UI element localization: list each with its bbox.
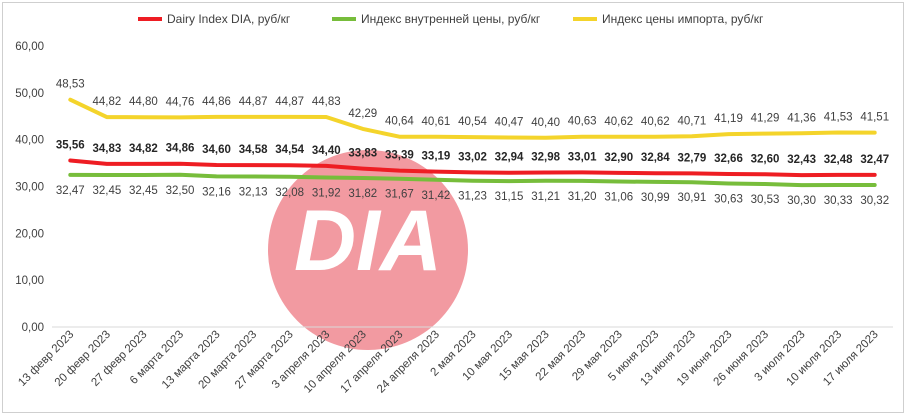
data-label-domestic: 31,21 (531, 191, 560, 203)
data-label-import: 40,63 (568, 116, 597, 128)
data-label-domestic: 31,42 (422, 190, 451, 202)
legend: Dairy Index DIA, руб/кг Индекс внутренне… (138, 12, 764, 26)
legend-label-domestic: Индекс внутренней цены, руб/кг (361, 12, 541, 26)
series-line-import (68, 97, 877, 140)
data-label-dairy: 34,83 (92, 143, 121, 155)
data-label-dairy: 32,66 (714, 153, 743, 165)
data-label-dairy: 34,60 (202, 144, 231, 156)
watermark-text: DIA (294, 193, 442, 289)
data-label-import: 40,40 (531, 117, 560, 129)
y-tick-label: 30,00 (15, 182, 44, 194)
legend-label-dairy: Dairy Index DIA, руб/кг (167, 12, 291, 26)
data-label-import: 41,19 (714, 113, 743, 125)
data-label-import: 40,62 (641, 116, 670, 128)
data-label-domestic: 31,15 (495, 191, 524, 203)
y-tick-label: 10,00 (15, 275, 44, 287)
data-label-import: 41,51 (860, 112, 889, 124)
y-tick-label: 40,00 (15, 135, 44, 147)
data-label-import: 41,29 (751, 113, 780, 125)
watermark-circle (268, 150, 468, 350)
data-label-dairy: 34,54 (275, 144, 304, 156)
series-layer (68, 97, 877, 188)
data-label-domestic: 32,16 (202, 186, 231, 198)
y-tick-label: 20,00 (15, 228, 44, 240)
data-label-import: 44,76 (166, 96, 195, 108)
data-label-domestic: 31,92 (312, 188, 341, 200)
data-label-dairy: 34,40 (312, 145, 341, 157)
data-label-dairy: 33,01 (568, 151, 597, 163)
y-axis: 0,00 10,00 20,00 30,00 40,00 50,00 60,00 (15, 41, 44, 334)
data-label-dairy: 32,94 (495, 152, 524, 164)
data-label-domestic: 31,06 (604, 192, 633, 204)
data-label-dairy: 32,47 (860, 154, 889, 166)
data-label-domestic: 31,20 (568, 191, 597, 203)
y-tick-label: 50,00 (15, 88, 44, 100)
data-label-dairy: 32,90 (604, 152, 633, 164)
series-line-domestic (68, 172, 877, 188)
data-label-dairy: 33,02 (458, 151, 487, 163)
data-label-import: 44,82 (92, 96, 121, 108)
data-label-domestic: 30,30 (787, 195, 816, 207)
data-label-import: 44,83 (312, 96, 341, 108)
data-label-domestic: 30,63 (714, 194, 743, 206)
data-label-import: 44,87 (239, 96, 268, 108)
series-line-dairy (68, 158, 877, 178)
data-label-dairy: 33,19 (422, 151, 451, 163)
y-tick-label: 0,00 (22, 322, 44, 334)
data-label-dairy: 35,56 (56, 139, 85, 151)
data-label-domestic: 32,13 (239, 187, 268, 199)
data-label-import: 40,47 (495, 116, 524, 128)
data-label-import: 40,62 (604, 116, 633, 128)
legend-item-dairy: Dairy Index DIA, руб/кг (138, 12, 291, 26)
data-label-dairy: 32,43 (787, 154, 816, 166)
data-label-import: 44,87 (275, 96, 304, 108)
data-label-dairy: 34,58 (239, 144, 268, 156)
dia-logo-watermark: DIA (268, 150, 468, 350)
data-label-domestic: 32,45 (129, 185, 158, 197)
data-label-domestic: 30,91 (678, 192, 707, 204)
legend-item-domestic: Индекс внутренней цены, руб/кг (332, 12, 541, 26)
data-labels-layer: 35,56 34,83 34,82 34,86 34,60 34,58 34,54 34,40… (56, 79, 889, 207)
data-label-dairy: 32,84 (641, 152, 670, 164)
data-label-import: 40,64 (385, 116, 414, 128)
data-label-domestic: 31,82 (348, 188, 377, 200)
data-label-import: 41,53 (824, 112, 853, 124)
data-label-import: 41,36 (787, 112, 816, 124)
y-tick-label: 60,00 (15, 41, 44, 53)
data-label-domestic: 32,45 (92, 185, 121, 197)
data-label-import: 44,86 (202, 96, 231, 108)
data-label-import: 44,80 (129, 96, 158, 108)
data-label-dairy: 34,86 (166, 143, 195, 155)
data-label-dairy: 34,82 (129, 143, 158, 155)
data-label-dairy: 32,48 (824, 154, 853, 166)
data-label-domestic: 31,23 (458, 191, 487, 203)
data-label-domestic: 30,53 (751, 194, 780, 206)
data-label-dairy: 32,79 (678, 152, 707, 164)
legend-item-import: Индекс цены импорта, руб/кг (573, 12, 764, 26)
data-label-domestic: 31,67 (385, 189, 414, 201)
data-label-domestic: 32,08 (275, 187, 304, 199)
legend-label-import: Индекс цены импорта, руб/кг (602, 12, 764, 26)
data-label-domestic: 32,47 (56, 185, 85, 197)
data-label-domestic: 30,32 (860, 195, 889, 207)
data-label-import: 40,61 (422, 116, 451, 128)
data-label-import: 40,54 (458, 116, 487, 128)
data-label-import: 40,71 (678, 115, 707, 127)
data-label-domestic: 30,99 (641, 192, 670, 204)
data-label-dairy: 32,98 (531, 152, 560, 164)
data-label-domestic: 32,50 (166, 185, 195, 197)
data-label-dairy: 33,83 (348, 148, 377, 160)
data-label-dairy: 32,60 (751, 153, 780, 165)
data-label-dairy: 33,39 (385, 150, 414, 162)
data-label-domestic: 30,33 (824, 195, 853, 207)
data-label-import: 48,53 (56, 79, 85, 91)
data-label-import: 42,29 (348, 108, 377, 120)
